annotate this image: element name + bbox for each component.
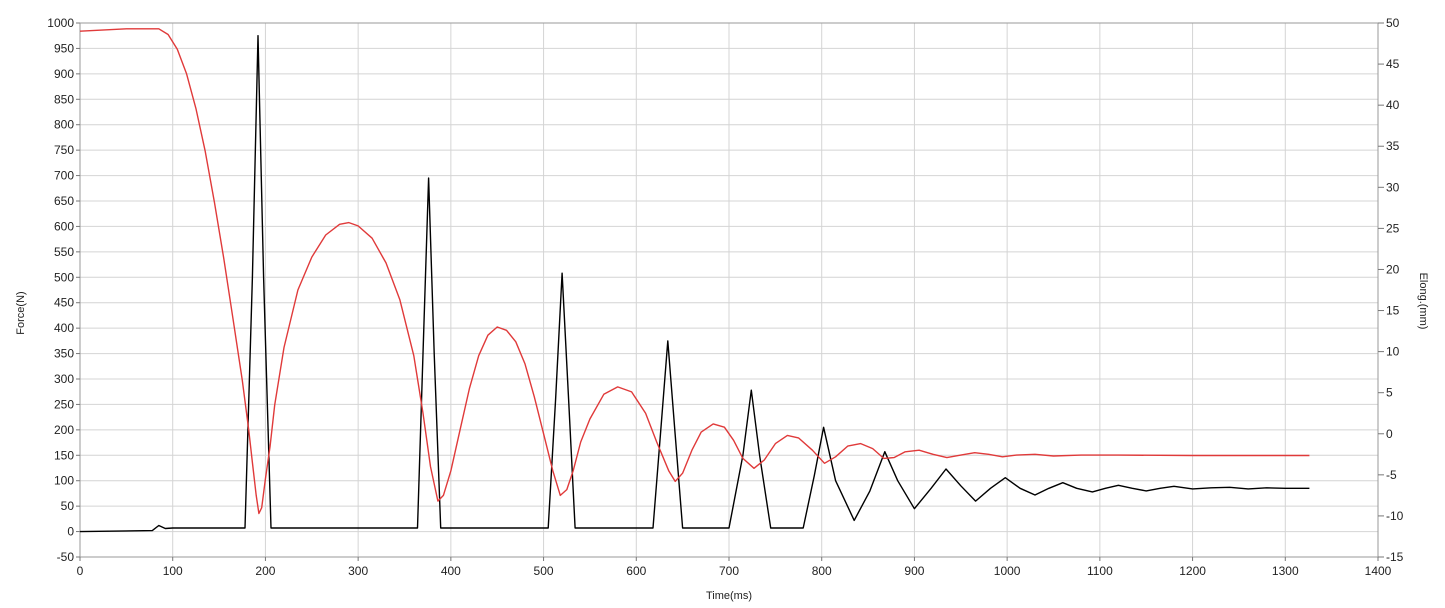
left-y-tick-label: 250 [54, 397, 74, 411]
left-y-tick-label: 700 [54, 169, 74, 183]
left-y-tick-label: 600 [54, 219, 74, 233]
right-y-tick-label: -10 [1386, 509, 1404, 523]
left-y-tick-label: 150 [54, 448, 74, 462]
left-y-tick-label: 750 [54, 143, 74, 157]
right-y-tick-label: 40 [1386, 98, 1400, 112]
left-y-tick-label: 650 [54, 194, 74, 208]
right-y-tick-label: 15 [1386, 304, 1400, 318]
left-y-tick-label: 1000 [47, 16, 74, 30]
x-tick-label: 1000 [994, 564, 1021, 578]
x-tick-label: 800 [812, 564, 832, 578]
x-axis-ticks: 0 100 200 300 400 500 600 700 800 900 1000 1100 1200… [77, 557, 1392, 578]
elongation-series-line [79, 28, 1310, 515]
left-y-tick-label: 850 [54, 92, 74, 106]
right-y-tick-label: 50 [1386, 16, 1400, 30]
left-y-tick-label: 450 [54, 296, 74, 310]
x-tick-label: 400 [441, 564, 461, 578]
series-layer [79, 28, 1310, 533]
right-y-tick-label: -5 [1386, 468, 1397, 482]
x-axis-title: Time(ms) [706, 590, 752, 602]
left-y-tick-label: 50 [61, 499, 75, 513]
left-y-tick-label: 900 [54, 67, 74, 81]
left-y-tick-label: 800 [54, 118, 74, 132]
x-tick-label: 900 [904, 564, 924, 578]
left-y-tick-label: 550 [54, 245, 74, 259]
right-y-tick-label: 25 [1386, 221, 1400, 235]
x-tick-label: 600 [626, 564, 646, 578]
right-y-tick-label: 5 [1386, 386, 1393, 400]
left-y-tick-label: 350 [54, 347, 74, 361]
left-y-axis-title: Force(N) [15, 291, 27, 334]
x-tick-label: 500 [534, 564, 554, 578]
x-tick-label: 700 [719, 564, 739, 578]
x-tick-label: 0 [77, 564, 84, 578]
right-y-tick-label: 0 [1386, 427, 1393, 441]
left-y-tick-label: 200 [54, 423, 74, 437]
force-series-line [79, 35, 1310, 533]
right-y-axis-title: Elong.(mm) [1417, 273, 1429, 330]
x-tick-label: 1100 [1087, 564, 1113, 578]
x-tick-label: 100 [163, 564, 183, 578]
left-y-tick-label: 300 [54, 372, 74, 386]
left-y-tick-label: 0 [67, 525, 74, 539]
left-y-tick-label: -50 [57, 550, 75, 564]
x-tick-label: 1300 [1272, 564, 1299, 578]
left-y-tick-label: 950 [54, 41, 74, 55]
right-y-tick-label: 20 [1386, 262, 1400, 276]
right-y-tick-label: -15 [1386, 550, 1404, 564]
grid-lines [79, 22, 1379, 558]
right-y-tick-label: 45 [1386, 57, 1400, 71]
left-y-tick-label: 100 [54, 474, 74, 488]
right-y-tick-label: 35 [1386, 139, 1400, 153]
x-tick-label: 1200 [1179, 564, 1206, 578]
left-y-axis-ticks: -50 0 50 100 150 200 250 300 350 400 450 500 550 600 6… [47, 16, 80, 564]
left-y-tick-label: 500 [54, 270, 74, 284]
right-y-tick-label: 10 [1386, 345, 1400, 359]
x-tick-label: 1400 [1365, 564, 1392, 578]
right-y-axis-ticks: -15 -10 -5 0 5 10 15 20 25 30 35 40 45 50 [1378, 16, 1404, 564]
left-y-tick-label: 400 [54, 321, 74, 335]
x-tick-label: 300 [348, 564, 368, 578]
x-tick-label: 200 [255, 564, 275, 578]
right-y-tick-label: 30 [1386, 180, 1400, 194]
